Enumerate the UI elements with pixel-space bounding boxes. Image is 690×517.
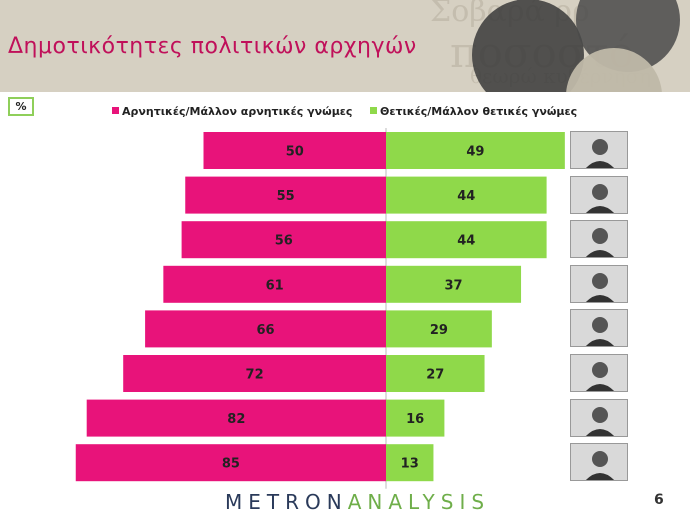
portrait-icon bbox=[571, 444, 627, 481]
portrait-icon bbox=[571, 221, 627, 258]
page-number: 6 bbox=[654, 492, 664, 508]
legend-label-negative: Αρνητικές/Μάλλον αρνητικές γνώμες bbox=[122, 105, 353, 118]
bar-negative bbox=[145, 310, 386, 348]
leader-photo bbox=[570, 443, 628, 482]
portrait-icon bbox=[571, 355, 627, 391]
portrait-icon bbox=[571, 399, 627, 436]
unit-label: % bbox=[8, 97, 34, 116]
legend-label-positive: Θετικές/Μάλλον θετικές γνώμες bbox=[380, 105, 578, 118]
legend-swatch-negative bbox=[112, 107, 119, 114]
leader-photo bbox=[570, 175, 628, 214]
page-title: Δημοτικότητες πολιτικών αρχηγών bbox=[8, 34, 417, 59]
header-circles bbox=[472, 0, 680, 92]
leader-photo bbox=[570, 309, 628, 348]
legend-negative: Αρνητικές/Μάλλον αρνητικές γνώμες bbox=[112, 105, 352, 118]
leader-photo bbox=[570, 398, 628, 437]
legend-positive: Θετικές/Μάλλον θετικές γνώμες bbox=[370, 105, 577, 118]
leader-photo bbox=[570, 131, 628, 169]
bar-label-negative: 82 bbox=[227, 412, 245, 427]
leader-photo bbox=[570, 264, 628, 303]
bar-label-positive: 44 bbox=[457, 234, 475, 249]
bar-label-negative: 55 bbox=[277, 189, 295, 204]
bar-label-negative: 72 bbox=[246, 368, 264, 383]
bar-label-negative: 85 bbox=[222, 457, 240, 472]
bar-positive bbox=[386, 221, 547, 259]
bar-label-negative: 56 bbox=[275, 234, 293, 249]
slide-header: Σοβαρά ρρ ποσοστό θεωρώ κυβέρνηση Δημοτι… bbox=[0, 0, 690, 92]
bar-positive bbox=[386, 265, 522, 303]
portrait-icon bbox=[571, 132, 627, 168]
bar-negative bbox=[75, 444, 386, 482]
bar-negative bbox=[203, 132, 386, 169]
bar-label-positive: 27 bbox=[426, 368, 444, 383]
bar-label-positive: 16 bbox=[406, 412, 424, 427]
bar-negative bbox=[163, 265, 386, 303]
bar-label-negative: 50 bbox=[286, 145, 304, 160]
header-divider bbox=[0, 92, 690, 94]
bar-label-positive: 13 bbox=[401, 457, 419, 472]
portrait-icon bbox=[571, 176, 627, 213]
bar-positive bbox=[386, 399, 445, 437]
bar-label-negative: 66 bbox=[257, 323, 275, 338]
brand-part2: ANALYSIS bbox=[347, 490, 491, 514]
bar-negative bbox=[181, 221, 386, 259]
bar-positive bbox=[386, 355, 485, 392]
bar-positive bbox=[386, 176, 547, 214]
bar-label-positive: 44 bbox=[457, 189, 475, 204]
portrait-icon bbox=[571, 310, 627, 347]
bar-positive bbox=[386, 444, 434, 482]
leader-photo bbox=[570, 354, 628, 392]
bar-label-positive: 37 bbox=[444, 278, 462, 293]
brand-part1: METRON bbox=[225, 490, 348, 514]
bar-positive bbox=[386, 132, 565, 169]
bar-negative bbox=[123, 355, 386, 392]
bar-negative bbox=[185, 176, 386, 214]
bar-label-positive: 49 bbox=[466, 145, 484, 160]
legend-swatch-positive bbox=[370, 107, 377, 114]
bar-positive bbox=[386, 310, 492, 348]
bar-label-positive: 29 bbox=[430, 323, 448, 338]
brand-logo: METRONANALYSIS bbox=[225, 490, 490, 514]
portrait-icon bbox=[571, 265, 627, 302]
bar-negative bbox=[86, 399, 386, 437]
leader-photo bbox=[570, 220, 628, 259]
bar-label-negative: 61 bbox=[266, 278, 284, 293]
